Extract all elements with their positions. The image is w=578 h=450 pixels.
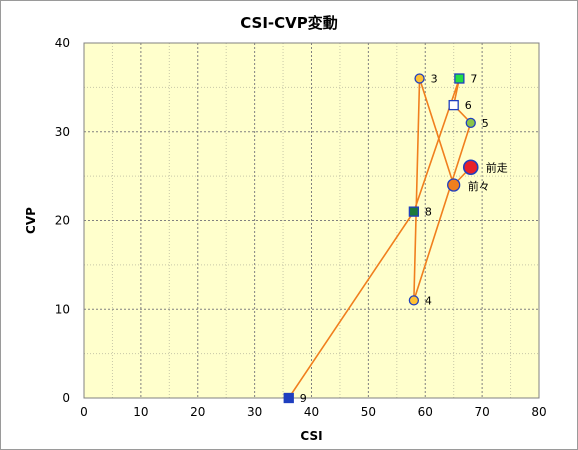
point-label-6: 6 [465, 99, 472, 112]
x-tick-label: 30 [247, 405, 262, 419]
point-label-7: 7 [470, 73, 477, 86]
point-label-3: 3 [431, 73, 438, 86]
x-tick-label: 0 [80, 405, 88, 419]
marker-9 [283, 392, 294, 404]
marker-前走 [462, 159, 479, 176]
tick-labels: 0 10 20 30 40 50 60 70 80 0 10 20 30 40 [55, 36, 547, 419]
y-tick-label: 0 [62, 391, 70, 405]
marker-5 [465, 117, 476, 129]
x-tick-label: 20 [190, 405, 205, 419]
point-label-5: 5 [482, 117, 489, 130]
marker-3 [414, 73, 425, 84]
grid-lines [84, 43, 539, 398]
series-markers [283, 73, 479, 404]
point-label-前走: 前走 [486, 160, 508, 174]
x-tick-label: 10 [133, 405, 148, 419]
y-tick-label: 20 [55, 214, 70, 228]
point-label-8: 8 [425, 206, 432, 219]
point-label-前々: 前々 [468, 179, 490, 193]
y-tick-label: 40 [55, 36, 70, 50]
x-axis-title: CSI [300, 429, 322, 443]
x-tick-label: 70 [474, 405, 489, 419]
marker-8 [408, 206, 420, 217]
point-labels: 9 8 7 65 4 3 前々 前走 [300, 73, 508, 406]
point-label-9: 9 [300, 392, 307, 405]
point-label-4: 4 [425, 294, 432, 307]
x-tick-label: 50 [361, 405, 376, 419]
plot-border [83, 42, 540, 399]
y-tick-label: 30 [55, 125, 70, 139]
marker-前々 [447, 178, 461, 192]
x-tick-label: 40 [304, 405, 319, 419]
marker-4 [408, 295, 420, 306]
marker-7 [454, 73, 465, 84]
x-tick-label: 80 [531, 405, 546, 419]
x-tick-label: 60 [418, 405, 433, 419]
chart-title: CSI-CVP変動 [240, 14, 338, 32]
y-axis-title: CVP [24, 207, 38, 234]
marker-6 [448, 99, 459, 111]
y-tick-label: 10 [55, 302, 70, 316]
